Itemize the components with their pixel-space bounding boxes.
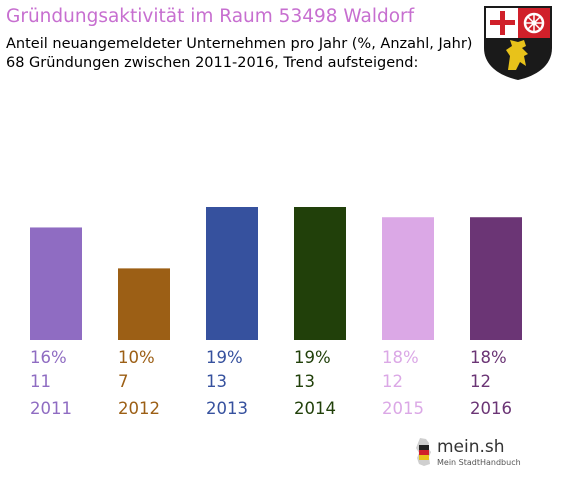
year-label-2016: 2016 <box>470 399 512 418</box>
subtitle-line-2: 68 Gründungen zwischen 2011-2016, Trend … <box>6 55 419 71</box>
mein-sh-logo[interactable]: mein.sh Mein StadtHandbuch <box>415 435 527 473</box>
percent-label-2016: 18% <box>470 348 507 367</box>
bar-2016 <box>470 217 522 340</box>
bar-2015 <box>382 217 434 340</box>
count-label-2016: 12 <box>470 372 491 391</box>
count-label-2015: 12 <box>382 372 403 391</box>
bar-2012 <box>118 268 170 340</box>
count-label-2014: 13 <box>294 372 315 391</box>
subtitle-line-1: Anteil neuangemeldeter Unternehmen pro J… <box>6 36 473 52</box>
chart-subtitle: Anteil neuangemeldeter Unternehmen pro J… <box>6 35 472 73</box>
percent-label-2015: 18% <box>382 348 419 367</box>
year-label-2011: 2011 <box>30 399 72 418</box>
logo-name: mein.sh <box>437 437 505 457</box>
year-label-2014: 2014 <box>294 399 336 418</box>
chart-title: Gründungsaktivität im Raum 53498 Waldorf <box>6 6 415 27</box>
count-label-2011: 11 <box>30 372 51 391</box>
coat-of-arms-icon <box>484 6 552 80</box>
percent-label-2014: 19% <box>294 348 331 367</box>
count-label-2013: 13 <box>206 372 227 391</box>
logo-tagline: Mein StadtHandbuch <box>437 458 521 467</box>
year-label-2015: 2015 <box>382 399 424 418</box>
bar-2014 <box>294 207 346 340</box>
bar-2011 <box>30 227 82 340</box>
year-label-2012: 2012 <box>118 399 160 418</box>
year-label-2013: 2013 <box>206 399 248 418</box>
germany-map-icon <box>416 438 431 466</box>
percent-label-2012: 10% <box>118 348 155 367</box>
count-label-2012: 7 <box>118 372 129 391</box>
bar-2013 <box>206 207 258 340</box>
percent-label-2013: 19% <box>206 348 243 367</box>
percent-label-2011: 16% <box>30 348 67 367</box>
